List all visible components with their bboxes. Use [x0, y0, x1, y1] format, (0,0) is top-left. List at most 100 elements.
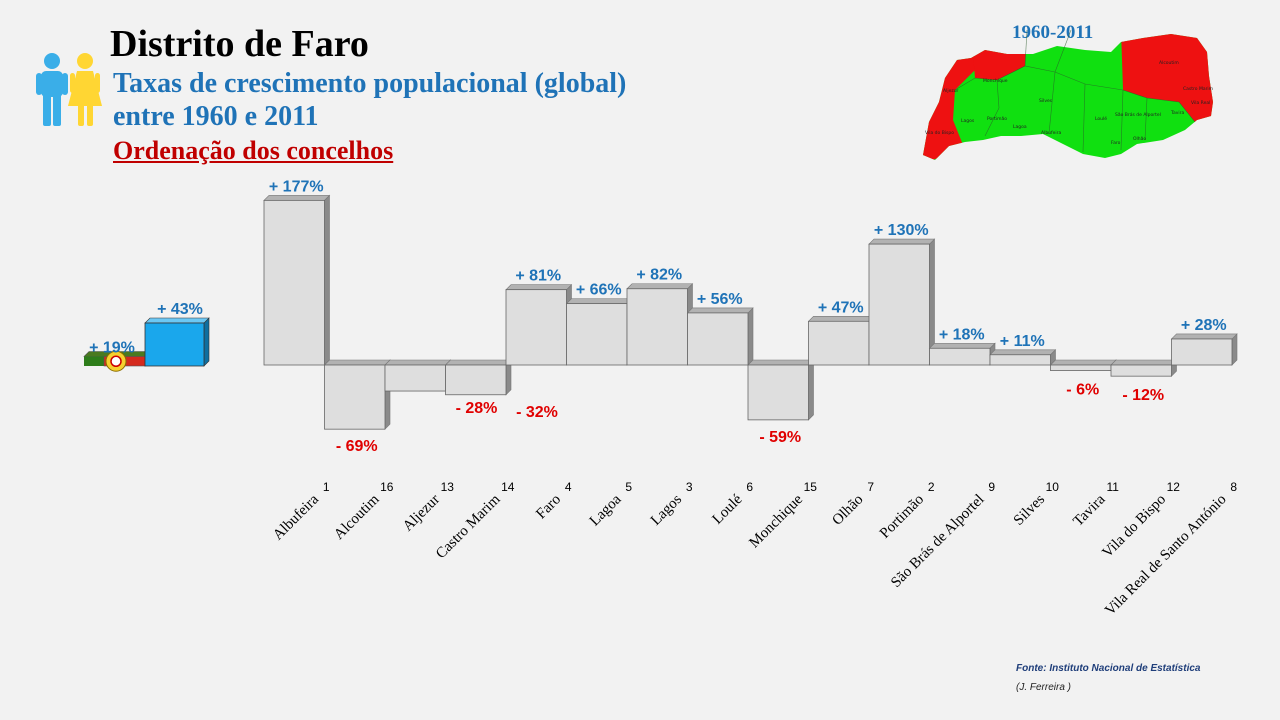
- map-label-loule: Loulé: [1095, 115, 1107, 122]
- bar-9-top: [807, 315, 875, 322]
- bar-1: [324, 364, 386, 430]
- value-label: - 69%: [336, 438, 378, 455]
- value-label: + 18%: [939, 326, 985, 343]
- map-label-lagos: Lagos: [961, 118, 975, 124]
- faro-district-map: Aljezur Monchique Alcoutim Castro Marim …: [923, 30, 1213, 160]
- map-period: 1960-2011: [1012, 22, 1094, 43]
- rank-label: 10: [1046, 480, 1060, 494]
- category-label: Lagos: [648, 491, 685, 528]
- page-title: Distrito de Faro: [110, 23, 369, 65]
- bar-6-top: [626, 283, 694, 290]
- rank-label: 8: [1230, 480, 1237, 494]
- value-label: + 28%: [1181, 317, 1227, 334]
- value-label: - 6%: [1066, 382, 1099, 399]
- bar-13-top: [1049, 359, 1117, 366]
- subtitle-ordering: Ordenação dos concelhos: [113, 136, 394, 165]
- value-label: + 130%: [874, 222, 929, 239]
- category-label: Tavira: [1070, 491, 1108, 529]
- value-label: - 12%: [1122, 387, 1164, 404]
- value-label: + 56%: [697, 291, 743, 308]
- bar-0: [263, 199, 325, 366]
- value-label: + 66%: [576, 282, 622, 299]
- value-label: - 59%: [759, 429, 801, 446]
- map-label-silves: Silves: [1039, 98, 1053, 104]
- bar-4-top: [505, 284, 573, 290]
- value-label: + 11%: [1000, 333, 1045, 350]
- bar-12-top: [989, 349, 1057, 356]
- bar-11: [929, 347, 991, 366]
- map-decline-east: [1121, 34, 1213, 122]
- rank-label: 5: [625, 480, 632, 494]
- rank-label: 2: [928, 480, 935, 494]
- map-label-castro-marim: Castro Marim: [1183, 86, 1213, 92]
- category-label: Vila Real de Santo António: [1102, 492, 1229, 619]
- category-label: Loulé: [710, 491, 746, 527]
- rank-label: 7: [867, 480, 874, 494]
- bar-7-side: [747, 307, 754, 366]
- bar-7: [687, 312, 749, 366]
- rank-label: 15: [804, 480, 818, 494]
- value-label: + 47%: [818, 299, 864, 316]
- portugal-bar: [84, 356, 120, 366]
- rank-label: 9: [988, 480, 995, 494]
- district-bar: [144, 322, 205, 367]
- value-label: - 32%: [516, 404, 558, 421]
- bar-1-top: [323, 359, 391, 366]
- category-label: Olhão: [829, 492, 866, 529]
- map-label-vila-do-bispo: Vila do Bispo: [925, 130, 954, 136]
- bar-15-top: [1170, 333, 1238, 340]
- bar-4: [505, 289, 567, 366]
- rank-label: 13: [441, 480, 455, 494]
- map-label-portimao: Portimão: [987, 116, 1007, 122]
- category-label: Silves: [1011, 491, 1048, 528]
- value-label: - 28%: [456, 400, 498, 417]
- portugal-flag-shield: [110, 355, 122, 367]
- rank-label: 12: [1167, 480, 1181, 494]
- bar-3-top: [444, 359, 512, 366]
- bar-7-top: [686, 307, 754, 314]
- category-label: Albufeira: [270, 491, 322, 543]
- map-label-sao-bras: São Brás de Alportel: [1115, 111, 1161, 118]
- rank-label: 3: [686, 480, 693, 494]
- category-label: Castro Marim: [433, 491, 504, 562]
- map-label-tavira: Tavira: [1170, 110, 1185, 116]
- bar-10: [868, 243, 930, 366]
- bar-6: [626, 288, 688, 366]
- value-label: + 81%: [515, 268, 561, 285]
- map-label-alcoutim: Alcoutim: [1159, 60, 1179, 66]
- bar-10-top: [868, 238, 936, 245]
- rank-label: 16: [380, 480, 394, 494]
- district-bar-top: [144, 317, 210, 324]
- category-label: Monchique: [746, 491, 806, 551]
- map-label-aljezur: Aljezur: [943, 88, 959, 94]
- map-label-faro: Faro: [1111, 140, 1121, 146]
- portugal-value-label: + 19%: [89, 340, 135, 357]
- bar-5: [566, 303, 628, 366]
- bar-9: [808, 320, 870, 366]
- bar-2-top: [384, 359, 452, 366]
- value-label: + 177%: [269, 178, 324, 195]
- district-bar-side: [203, 317, 210, 367]
- district-value-label: + 43%: [157, 301, 203, 318]
- rank-label: 11: [1107, 480, 1120, 494]
- category-label: Faro: [533, 492, 564, 523]
- map-label-albufeira: Albufeira: [1041, 130, 1061, 136]
- bar-3: [445, 364, 507, 396]
- subtitle-line2: entre 1960 e 2011: [113, 101, 319, 132]
- rank-label: 4: [565, 480, 572, 494]
- value-label: + 82%: [636, 267, 682, 284]
- bar-0-top: [263, 195, 331, 201]
- source-note: Fonte: Instituto Nacional de Estatística: [1016, 663, 1201, 674]
- category-label: Alcoutim: [331, 491, 383, 543]
- bar-2: [384, 364, 446, 392]
- bar-8: [747, 364, 809, 421]
- rank-label: 6: [746, 480, 753, 494]
- map-label-lagoa: Lagoa: [1013, 124, 1027, 130]
- bar-14-top: [1110, 359, 1178, 366]
- bar-13: [1050, 364, 1112, 371]
- bar-5-top: [565, 298, 633, 304]
- category-label: Aljezur: [400, 492, 443, 535]
- map-label-monchique: Monchique: [983, 78, 1008, 84]
- subtitle-line1: Taxas de crescimento populacional (globa…: [113, 68, 627, 99]
